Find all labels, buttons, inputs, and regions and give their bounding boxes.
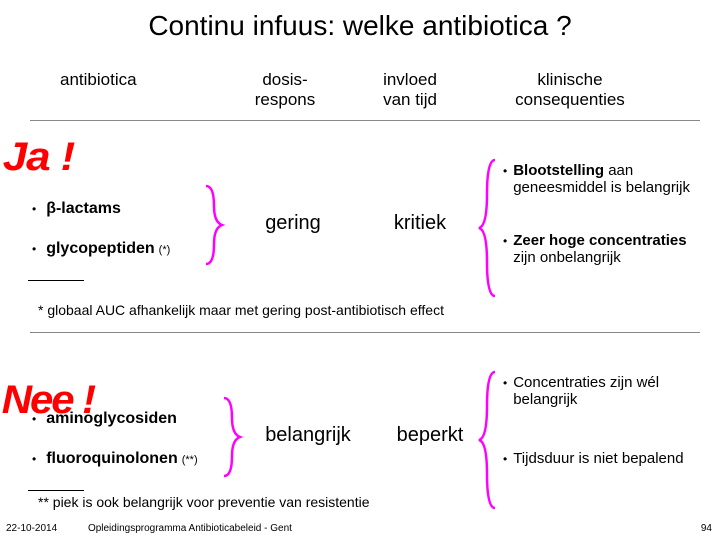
header-dosis-respons: dosis- respons [220,70,350,110]
group1-dose: gering [238,212,348,235]
bullet-icon: • [32,202,36,216]
footer-page: 94 [701,523,712,534]
footnote-rule [28,280,84,281]
footer-program: Opleidingsprogramma Antibioticabeleid - … [88,523,292,534]
brace-icon [473,154,501,302]
group1-conseq: •Blootstelling aan geneesmiddel is belan… [503,162,709,204]
group2-conseq2: •Tijdsduur is niet bepalend [503,450,709,476]
footer-left: 22-10-2014 Opleidingsprogramma Antibioti… [6,523,292,534]
group2-footnote: ** piek is ook belangrijk voor preventie… [38,494,370,510]
ab-aminoglycosiden: aminoglycosiden [46,410,177,428]
bullet-icon: • [503,162,507,196]
header-klinische-conseq: klinische consequenties [470,70,670,110]
group-ja-antibiotics: • β-lactams • glycopeptiden (*) [28,200,228,285]
group2-time: beperkt [380,424,480,447]
footnote-rule [28,490,84,491]
conseq-item: •Zeer hoge concentraties zijn onbelangri… [503,232,709,266]
group1-conseq2: •Zeer hoge concentraties zijn onbelangri… [503,232,709,274]
footnote-marker: (*) [159,244,171,256]
group-nee-antibiotics: • aminoglycosiden • fluoroquinolonen (**… [28,410,248,495]
group2-dose: belangrijk [248,424,368,447]
list-item: • β-lactams [28,200,228,218]
group1-footnote: * globaal AUC afhankelijk maar met gerin… [38,302,444,318]
ja-label: Ja ! [3,135,74,180]
table-header-row: antibiotica dosis- respons invloed van t… [0,70,720,110]
list-item: • glycopeptiden (*) [28,240,228,258]
header-antibiotica: antibiotica [0,70,220,110]
bullet-icon: • [503,232,507,266]
footnote-marker: (**) [182,454,198,466]
divider-mid [30,332,700,333]
list-item: • fluoroquinolonen (**) [28,450,248,468]
bullet-icon: • [32,242,36,256]
brace-icon [200,180,228,270]
bullet-icon: • [32,412,36,426]
conseq-item: •Tijdsduur is niet bepalend [503,450,709,468]
footer-date: 22-10-2014 [6,523,57,534]
ab-fluoroquinolonen: fluoroquinolonen [46,450,178,468]
group2-conseq: •Concentraties zijn wél belangrijk [503,374,709,416]
list-item: • aminoglycosiden [28,410,248,428]
bullet-icon: • [503,374,507,408]
conseq-item: •Concentraties zijn wél belangrijk [503,374,709,408]
header-invloed-tijd: invloed van tijd [350,70,470,110]
bullet-icon: • [32,452,36,466]
conseq-item: •Blootstelling aan geneesmiddel is belan… [503,162,709,196]
brace-icon [218,392,246,482]
ab-beta-lactams: β-lactams [46,200,121,218]
ab-glycopeptiden: glycopeptiden [46,240,154,258]
group1-time: kritiek [370,212,470,235]
divider-top [30,120,700,121]
brace-icon [473,366,501,514]
bullet-icon: • [503,450,507,468]
slide-title: Continu infuus: welke antibiotica ? [0,0,720,42]
